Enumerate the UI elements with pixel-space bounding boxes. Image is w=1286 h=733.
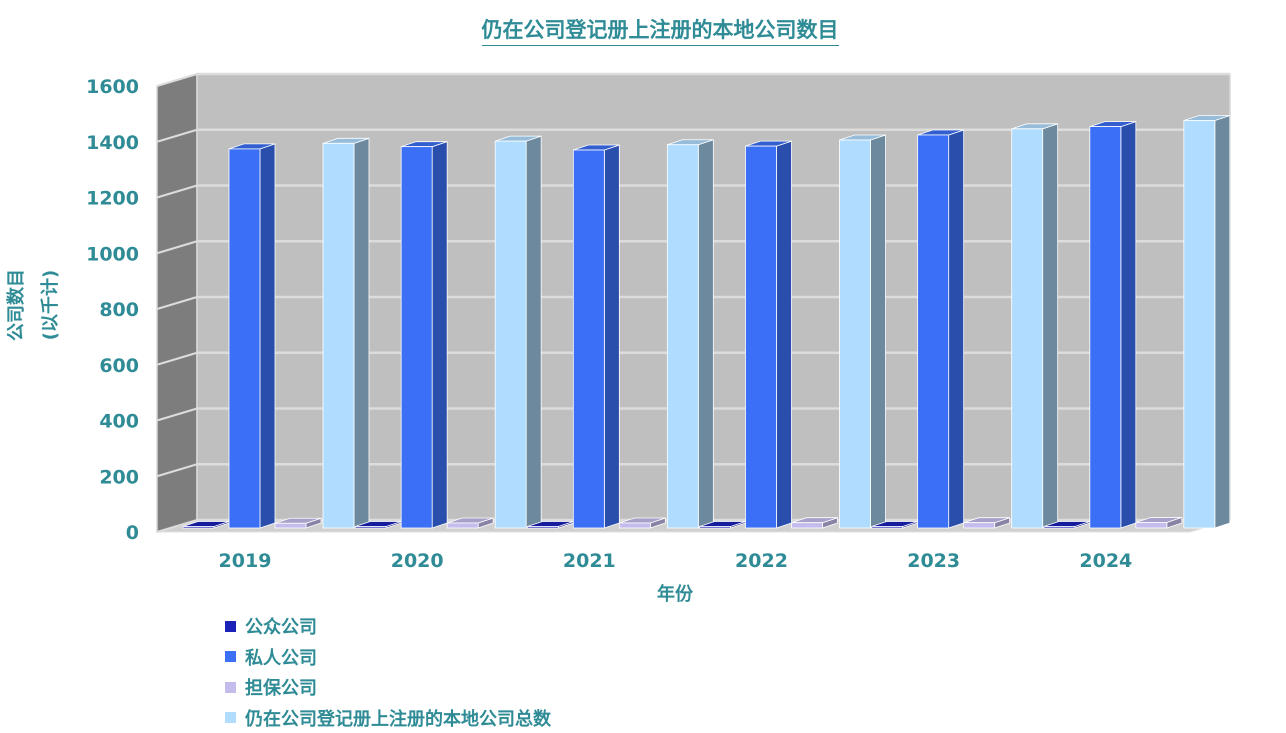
y-axis-title-unit: (以千计): [39, 270, 61, 340]
bar: [355, 527, 386, 529]
bar: [447, 523, 478, 528]
bar: [619, 523, 650, 528]
x-tick-label: 2021: [563, 550, 616, 572]
y-tick-label: 0: [126, 522, 139, 544]
bar: [1012, 129, 1043, 528]
bar: [323, 143, 354, 528]
bar-side: [526, 136, 541, 528]
y-tick-label: 200: [99, 466, 139, 488]
x-tick-label: 2024: [1079, 550, 1132, 572]
bar-side: [1215, 115, 1230, 528]
bar: [918, 135, 949, 528]
y-tick-label: 1200: [86, 188, 139, 210]
legend-item: 私人公司: [225, 642, 551, 673]
bar-side: [260, 144, 275, 528]
legend-item: 担保公司: [225, 672, 551, 703]
bar: [229, 149, 260, 528]
bar: [183, 527, 214, 529]
bar: [964, 523, 995, 528]
y-tick-label: 800: [99, 299, 139, 321]
bar: [401, 147, 432, 528]
bar: [275, 523, 306, 528]
x-axis-title: 年份: [657, 583, 694, 605]
bar-side: [432, 142, 447, 528]
legend-label: 私人公司: [245, 644, 317, 670]
bar-side: [604, 145, 619, 528]
bar-side: [1043, 124, 1058, 528]
y-tick-label: 1600: [86, 76, 139, 98]
bar-side: [354, 138, 369, 528]
bar: [872, 527, 903, 529]
legend-swatch: [225, 621, 236, 632]
bar-side: [871, 135, 886, 528]
y-tick-label: 1000: [86, 243, 139, 265]
bar-side: [777, 141, 792, 528]
legend-swatch: [225, 682, 236, 693]
legend-swatch: [225, 651, 236, 662]
bar-side: [698, 140, 713, 528]
x-tick-label: 2019: [219, 550, 272, 572]
bar: [1184, 120, 1215, 528]
bar: [700, 527, 731, 529]
legend-label: 担保公司: [245, 674, 317, 700]
bar: [746, 146, 777, 528]
bar: [1136, 522, 1167, 528]
legend: 公众公司私人公司担保公司仍在公司登记册上注册的本地公司总数: [225, 611, 551, 733]
x-tick-label: 2023: [907, 550, 960, 572]
bar: [573, 150, 604, 528]
bar-side: [1121, 122, 1136, 528]
legend-label: 仍在公司登记册上注册的本地公司总数: [245, 705, 551, 731]
bar: [792, 523, 823, 528]
legend-label: 公众公司: [245, 613, 317, 639]
bar: [840, 140, 871, 528]
legend-item: 公众公司: [225, 611, 551, 642]
bar: [1090, 127, 1121, 528]
bar: [527, 527, 558, 529]
y-tick-label: 400: [99, 411, 139, 433]
y-axis-title: 公司数目: [5, 269, 27, 341]
y-tick-label: 600: [99, 355, 139, 377]
legend-item: 仍在公司登记册上注册的本地公司总数: [225, 703, 551, 733]
y-tick-label: 1400: [86, 132, 139, 154]
x-tick-label: 2020: [391, 550, 444, 572]
bar: [495, 141, 526, 528]
bar: [1044, 527, 1075, 529]
bar: [667, 145, 698, 528]
bar-side: [949, 130, 964, 528]
x-tick-label: 2022: [735, 550, 788, 572]
legend-swatch: [225, 712, 236, 723]
